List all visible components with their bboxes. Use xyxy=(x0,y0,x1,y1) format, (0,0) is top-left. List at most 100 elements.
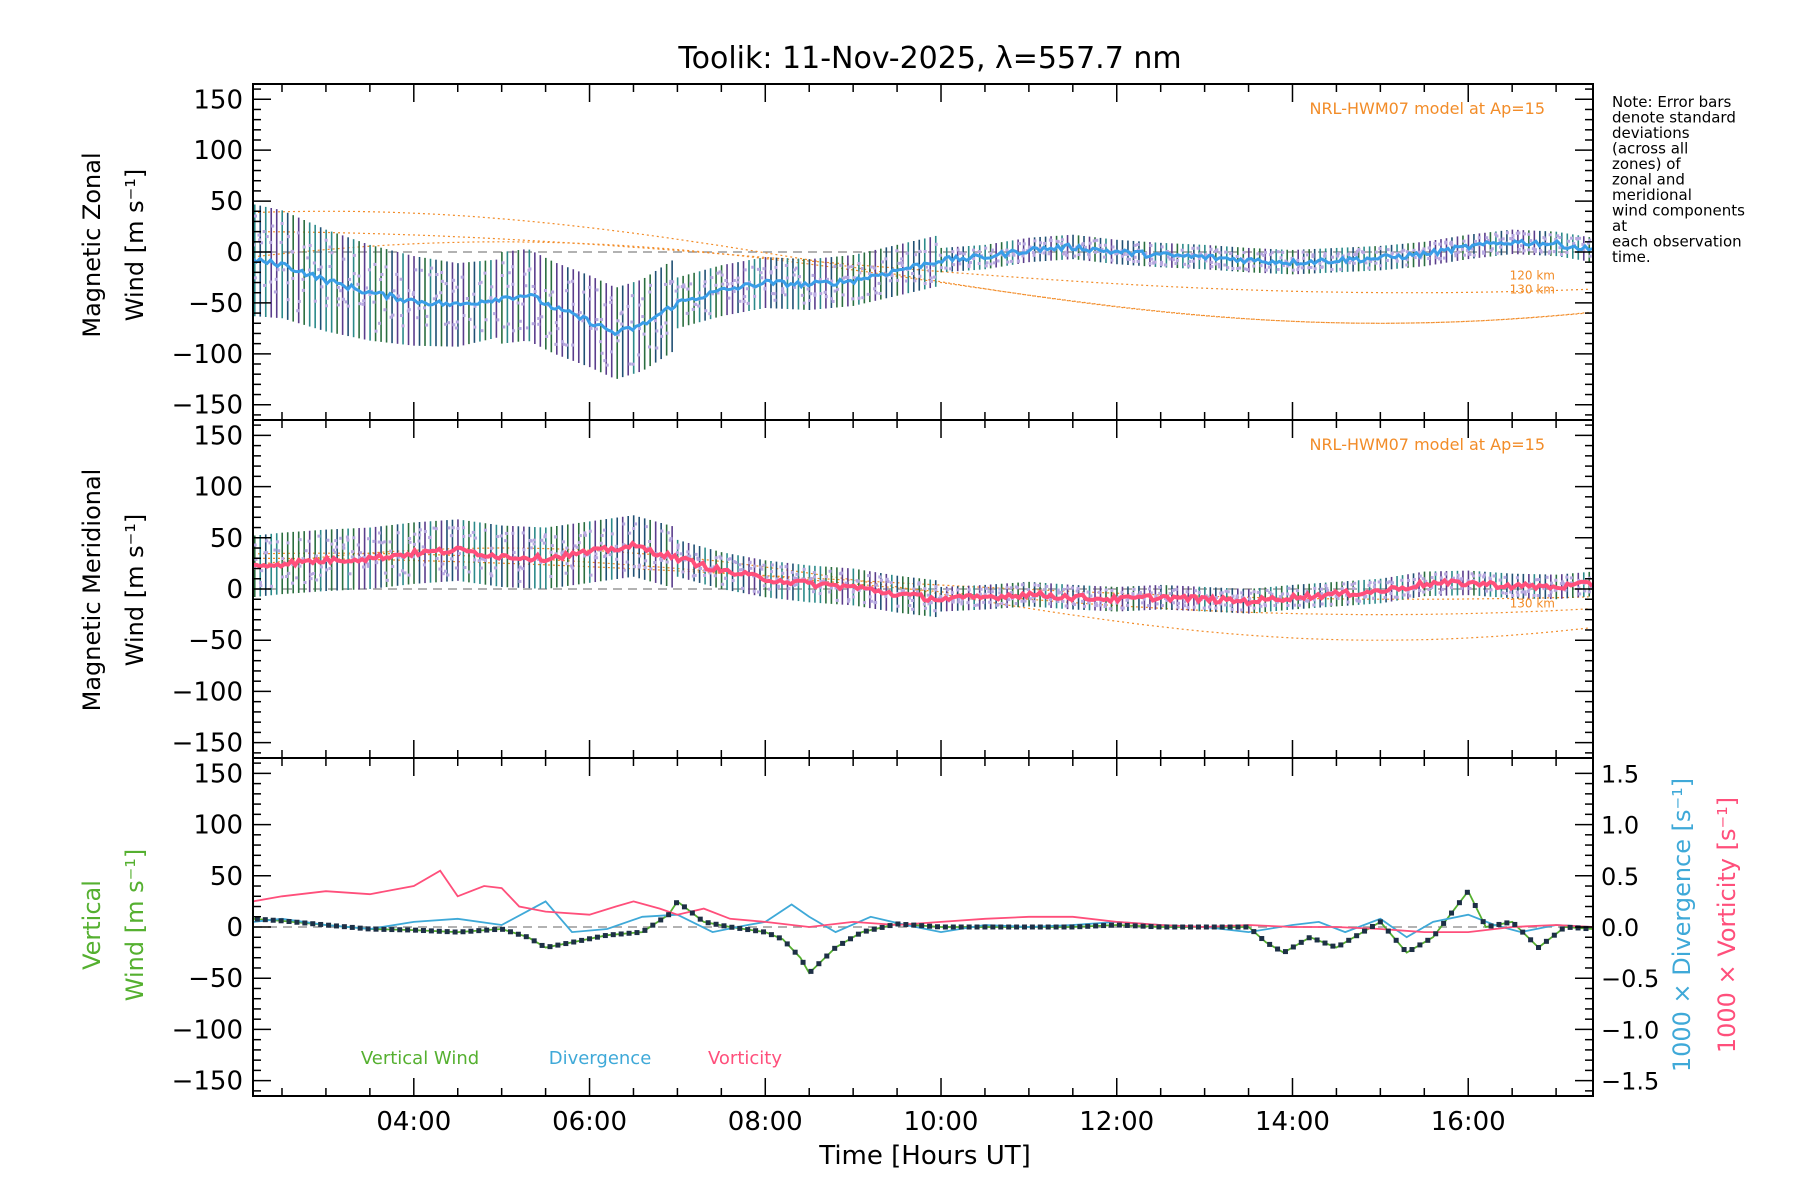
zonal-ylabel-line2: Wind [m s⁻¹] xyxy=(121,169,149,321)
zonal-zone-point xyxy=(1017,242,1021,246)
zonal-zone-point xyxy=(1355,252,1359,256)
zonal-zone-point xyxy=(682,285,686,289)
zonal-zone-point xyxy=(1172,258,1176,262)
zonal-zone-point xyxy=(1552,250,1556,254)
zonal-zone-point xyxy=(1433,241,1437,245)
vertical-wind-marker xyxy=(492,927,498,933)
vertical-wind-marker xyxy=(942,924,948,930)
meridional-zone-point xyxy=(896,604,900,608)
zonal-zone-point xyxy=(582,290,586,294)
zonal-zone-point xyxy=(1077,253,1081,257)
zonal-zone-point xyxy=(1214,262,1218,266)
vertical-y-tick-label: −100 xyxy=(172,1015,243,1045)
zonal-zone-point xyxy=(373,262,377,266)
zonal-zone-point xyxy=(825,277,829,281)
vertical-wind-marker xyxy=(855,931,861,937)
zonal-zone-point xyxy=(1291,268,1295,272)
zonal-zone-point xyxy=(595,318,599,322)
meridional-zone-point xyxy=(413,532,417,536)
meridional-zone-point xyxy=(694,552,698,556)
vertical-wind-marker xyxy=(958,924,964,930)
meridional-zone-point xyxy=(934,588,938,592)
meridional-zone-point xyxy=(1259,604,1263,608)
zonal-zone-point xyxy=(1238,266,1242,270)
meridional-zone-point xyxy=(1219,591,1223,595)
zonal-zone-point xyxy=(1319,265,1323,269)
meridional-zone-point xyxy=(917,582,921,586)
vertical-wind-marker xyxy=(903,922,909,928)
zonal-zone-point xyxy=(660,325,664,329)
meridional-zone-point xyxy=(1202,606,1206,610)
vertical-wind-marker xyxy=(1346,937,1352,943)
meridional-zone-point xyxy=(828,590,832,594)
zonal-zone-point xyxy=(1487,239,1491,243)
zonal-zone-point xyxy=(1556,234,1560,238)
vertical-wind-marker xyxy=(1551,932,1557,938)
vorticity-y2label: 1000 × Vorticity [s⁻¹] xyxy=(1713,797,1741,1053)
zonal-zone-point xyxy=(348,277,352,281)
meridional-zone-point xyxy=(375,561,379,565)
zonal-zone-point xyxy=(637,327,641,331)
zonal-zone-point xyxy=(1369,259,1373,263)
zonal-zone-point xyxy=(1477,236,1481,240)
meridional-zone-point xyxy=(1515,590,1519,594)
vertical-wind-marker xyxy=(1195,924,1201,930)
zonal-zone-point xyxy=(929,279,933,283)
zonal-zone-point xyxy=(439,291,443,295)
vertical-wind-marker xyxy=(1298,939,1304,945)
meridional-zone-point xyxy=(759,565,763,569)
meridional-zone-point xyxy=(595,556,599,560)
zonal-zone-point xyxy=(378,321,382,325)
meridional-model-curve xyxy=(252,552,1589,616)
vertical-wind-marker xyxy=(507,929,513,935)
zonal-zone-point xyxy=(760,276,764,280)
meridional-zone-point xyxy=(1230,607,1234,611)
meridional-zone-point xyxy=(480,557,484,561)
meridional-zone-point xyxy=(644,559,648,563)
meridional-zone-point xyxy=(738,568,742,572)
meridional-zone-point xyxy=(403,571,407,575)
meridional-zone-point xyxy=(493,566,497,570)
vertical-wind-marker xyxy=(1512,921,1518,927)
meridional-zone-point xyxy=(1550,581,1554,585)
meridional-zone-scatter xyxy=(252,522,1592,613)
zonal-zone-point xyxy=(1276,250,1280,254)
meridional-zone-point xyxy=(741,586,745,590)
zonal-zone-point xyxy=(861,296,865,300)
meridional-zone-point xyxy=(1537,578,1541,582)
vertical-wind-marker xyxy=(397,927,403,933)
zonal-zone-point xyxy=(1336,252,1340,256)
meridional-zone-point xyxy=(518,579,522,583)
zonal-zone-point xyxy=(808,298,812,302)
vertical-wind-marker xyxy=(1259,936,1265,942)
zonal-zone-point xyxy=(1355,249,1359,253)
zonal-zone-point xyxy=(273,290,277,294)
meridional-y-tick-label: −50 xyxy=(188,626,243,656)
zonal-zone-point xyxy=(1313,267,1317,271)
meridional-zone-point xyxy=(1342,582,1346,586)
meridional-zone-point xyxy=(542,541,546,545)
zonal-zone-point xyxy=(1256,252,1260,256)
meridional-zone-point xyxy=(1075,589,1079,593)
meridional-zone-point xyxy=(691,574,695,578)
zonal-model-label: NRL-HWM07 model at Ap=15 xyxy=(1309,99,1545,118)
zonal-zone-point xyxy=(1064,250,1068,254)
zonal-zone-point xyxy=(1060,242,1064,246)
meridional-zone-point xyxy=(1240,608,1244,612)
zonal-zone-point xyxy=(447,321,451,325)
zonal-zone-point xyxy=(818,278,822,282)
meridional-zone-point xyxy=(325,568,329,572)
zonal-zone-point xyxy=(664,282,668,286)
zonal-zone-point xyxy=(1558,236,1562,240)
vertical-wind-marker xyxy=(776,935,782,941)
zonal-zone-point xyxy=(904,279,908,283)
zonal-model-altitude-label: 120 km xyxy=(1510,268,1555,282)
zonal-zone-point xyxy=(1132,259,1136,263)
meridional-zone-point xyxy=(781,571,785,575)
zonal-zone-point xyxy=(773,298,777,302)
zonal-zone-point xyxy=(742,299,746,303)
zonal-zone-point xyxy=(732,290,736,294)
meridional-zone-point xyxy=(723,576,727,580)
zonal-zone-point xyxy=(434,294,438,298)
meridional-zone-point xyxy=(874,600,878,604)
